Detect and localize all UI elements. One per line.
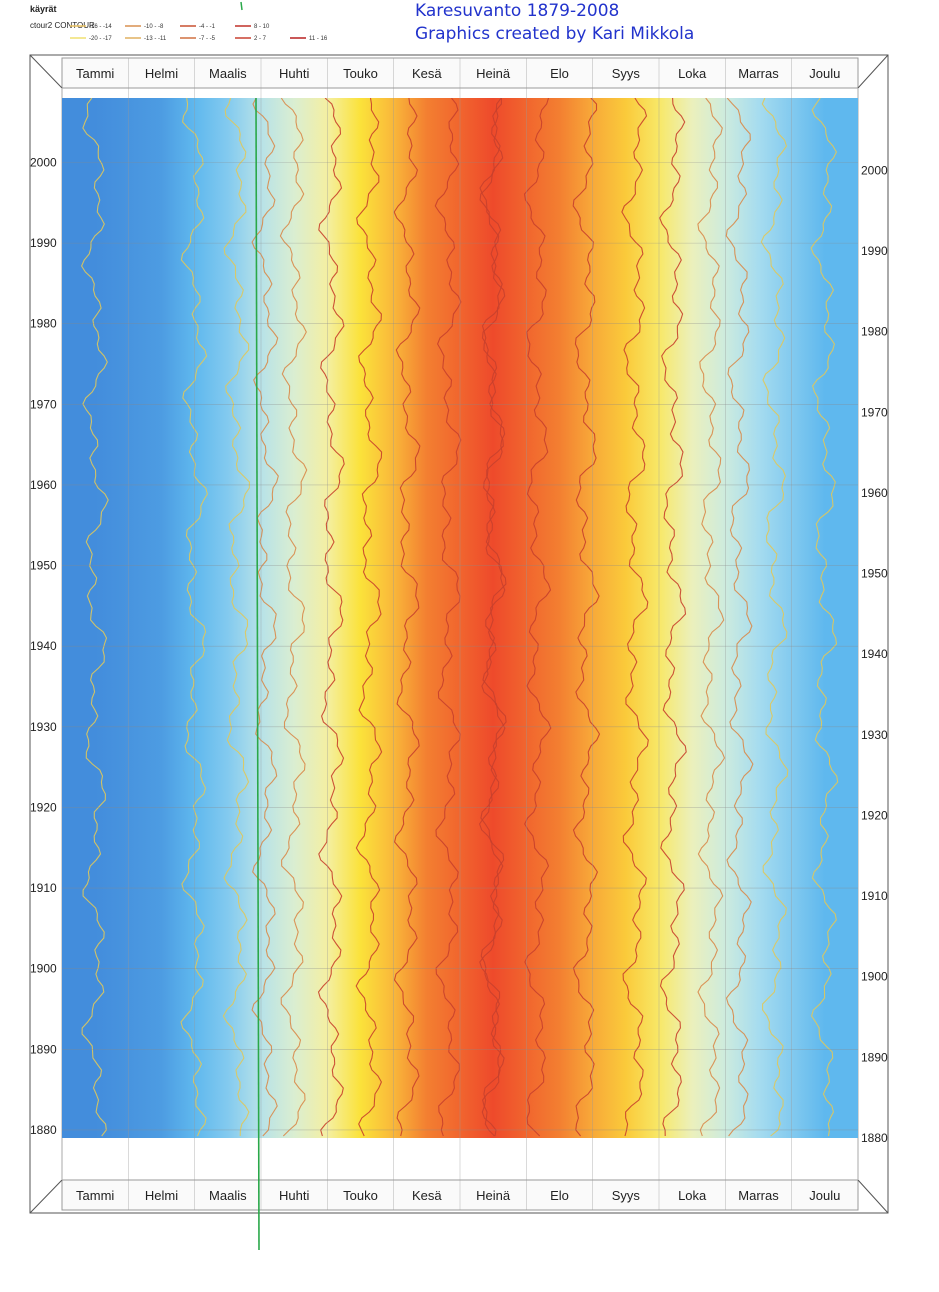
month-label: Kesä	[412, 1188, 442, 1203]
month-label: Loka	[678, 66, 707, 81]
month-label: Touko	[343, 1188, 378, 1203]
contour-line	[317, 98, 345, 1137]
contour-line	[810, 98, 839, 1137]
month-label: Heinä	[476, 66, 511, 81]
month-label: Kesä	[412, 66, 442, 81]
artifact-line	[255, 97, 260, 1251]
year-tick-label: 1980	[30, 317, 57, 331]
year-tick-label: 2000	[30, 155, 57, 169]
legend-item-label: -4 - -1	[199, 24, 216, 30]
year-tick-label: 1990	[861, 244, 888, 258]
year-tick-label: 1990	[30, 236, 57, 250]
month-label: Syys	[612, 66, 641, 81]
legend-item-label: -16 - -14	[89, 24, 112, 30]
month-label: Maalis	[209, 66, 247, 81]
month-label: Heinä	[476, 1188, 511, 1203]
legend-item-label: -10 - -8	[144, 24, 164, 30]
contour-line	[251, 98, 279, 1137]
contour-line	[659, 98, 687, 1137]
contour-line	[478, 98, 506, 1137]
year-tick-label: 1920	[861, 808, 888, 822]
legend-item-label: 2 - 7	[254, 36, 267, 42]
contour-line	[80, 98, 109, 1137]
month-label: Maalis	[209, 1188, 247, 1203]
month-label: Huhti	[279, 66, 309, 81]
month-label: Helmi	[145, 1188, 178, 1203]
legend-item-label: 11 - 16	[309, 36, 328, 42]
year-tick-label: 1960	[861, 486, 888, 500]
year-tick-label: 2000	[861, 163, 888, 177]
contour-line	[760, 98, 789, 1137]
year-tick-label: 1910	[30, 881, 57, 895]
contour-line	[279, 98, 308, 1137]
contour-line	[393, 98, 421, 1137]
year-tick-label: 1940	[861, 647, 888, 661]
contour-line	[355, 98, 383, 1137]
year-tick-label: 1900	[861, 970, 888, 984]
contour-line	[523, 98, 552, 1137]
contour-line	[621, 98, 649, 1137]
legend-item-label: -13 - -11	[144, 36, 167, 42]
year-tick-label: 1960	[30, 478, 57, 492]
month-labels-top: Tammi Helmi Maalis Huhti Touko Kesä Heinä Elo Sy…	[76, 66, 840, 81]
month-label: Helmi	[145, 66, 178, 81]
year-tick-label: 1910	[861, 889, 888, 903]
legend: käyrät ctour2 CONTOUR -20 - -17 -16 - -14…	[30, 4, 328, 42]
year-tick-label: 1940	[30, 639, 57, 653]
month-label: Touko	[343, 66, 378, 81]
year-tick-label: 1880	[30, 1123, 57, 1137]
year-tick-label: 1900	[30, 962, 57, 976]
month-label: Huhti	[279, 1188, 309, 1203]
year-tick-label: 1890	[30, 1042, 57, 1056]
year-tick-label: 1930	[30, 720, 57, 734]
contour-line	[479, 98, 507, 1137]
chart-subtitle: Graphics created by Kari Mikkola	[415, 24, 694, 44]
year-tick-label: 1970	[861, 405, 888, 419]
legend-item-label: -20 - -17	[89, 36, 112, 42]
contour-line	[572, 98, 601, 1137]
legend-item-label: -7 - -5	[199, 36, 216, 42]
year-tick-label: 1880	[861, 1131, 888, 1145]
month-label: Joulu	[809, 66, 840, 81]
contour-line	[222, 98, 250, 1137]
contour-line	[725, 98, 754, 1137]
legend-title: käyrät	[30, 4, 57, 14]
plot-area	[62, 58, 858, 1210]
year-tick-label: 1930	[861, 728, 888, 742]
grid-lines	[62, 58, 858, 1210]
year-tick-label: 1950	[861, 567, 888, 581]
year-labels-right: 2000 1990 1980 1970 1960 1950 1940 1930 1920 1910…	[861, 163, 888, 1144]
year-tick-label: 1950	[30, 559, 57, 573]
year-tick-label: 1890	[861, 1050, 888, 1064]
month-label: Loka	[678, 1188, 707, 1203]
contour-line	[180, 98, 208, 1137]
year-labels-left: 2000 1990 1980 1970 1960 1950 1940 1930 1920 1910…	[30, 155, 57, 1136]
chart-title: Karesuvanto 1879-2008	[415, 1, 619, 21]
year-tick-label: 1970	[30, 397, 57, 411]
month-label: Marras	[738, 1188, 779, 1203]
contour-lines	[80, 98, 839, 1137]
month-label: Tammi	[76, 66, 114, 81]
artifact-line	[240, 1, 243, 11]
month-label: Joulu	[809, 1188, 840, 1203]
month-label: Elo	[550, 1188, 569, 1203]
legend-subtitle: ctour2 CONTOUR	[30, 21, 95, 30]
month-label: Marras	[738, 66, 779, 81]
contour-line	[697, 98, 726, 1137]
month-label: Syys	[612, 1188, 641, 1203]
legend-item-label: 8 - 10	[254, 24, 270, 30]
year-tick-label: 1980	[861, 325, 888, 339]
month-label: Elo	[550, 66, 569, 81]
month-labels-bottom: Tammi Helmi Maalis Huhti Touko Kesä Heinä Elo Sy…	[76, 1188, 840, 1203]
year-tick-label: 1920	[30, 800, 57, 814]
month-label: Tammi	[76, 1188, 114, 1203]
contour-line	[434, 98, 462, 1137]
